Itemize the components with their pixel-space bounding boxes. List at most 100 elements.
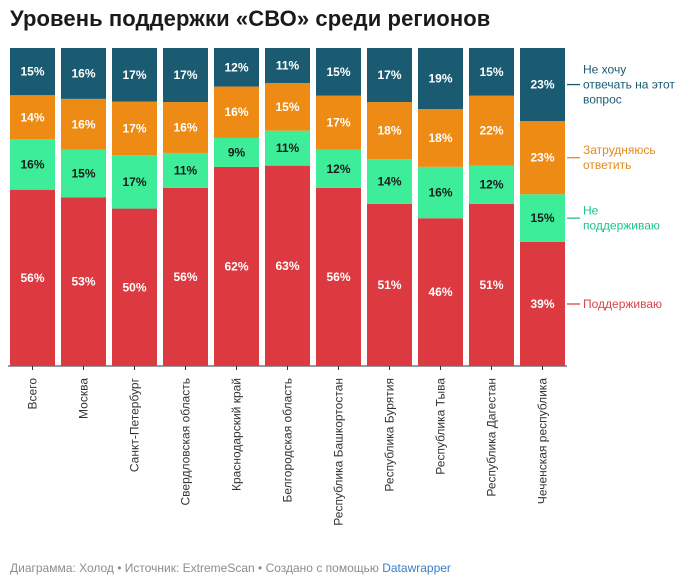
chart-title: Уровень поддержки «СВО» среди регионов (10, 6, 491, 31)
data-label-hesitate-10: 23% (530, 151, 554, 165)
bar-segment-hesitate-2 (112, 101, 157, 156)
bar-segment-not_support-2 (112, 155, 157, 209)
data-label-not_support-2: 17% (122, 175, 146, 189)
bar-segment-no_answer-0 (10, 48, 55, 96)
x-tick-label-8: Республика Тыва (434, 378, 448, 475)
data-label-hesitate-1: 16% (71, 117, 95, 131)
bar-segment-support-2 (112, 208, 157, 366)
legend-label-line: Затрудняюсь (583, 143, 656, 157)
x-tick-label-0: Всего (26, 378, 40, 410)
data-label-support-2: 50% (122, 280, 146, 294)
data-label-no_answer-4: 12% (224, 60, 248, 74)
legend-label-line: Не (583, 204, 599, 218)
data-label-hesitate-4: 16% (224, 105, 248, 119)
datawrapper-link[interactable]: Datawrapper (382, 561, 451, 575)
bar-segment-hesitate-8 (418, 109, 463, 167)
bar-segment-support-9 (469, 203, 514, 366)
data-label-hesitate-8: 18% (428, 131, 452, 145)
bar-segment-hesitate-1 (61, 98, 106, 150)
x-tick-label-7: Республика Бурятия (383, 378, 397, 492)
bar-segment-hesitate-10 (520, 121, 565, 195)
bar-segment-support-6 (316, 187, 361, 366)
bar-segment-no_answer-2 (112, 48, 157, 102)
data-label-no_answer-8: 19% (428, 72, 452, 86)
footer-credit: Диаграмма: Холод • Источник: ExtremeScan… (10, 561, 451, 575)
bar-segment-no_answer-7 (367, 48, 412, 103)
bar-segment-not_support-3 (163, 152, 208, 188)
data-label-not_support-3: 11% (174, 163, 198, 177)
data-label-hesitate-6: 17% (326, 116, 350, 130)
bar-segment-support-3 (163, 187, 208, 366)
data-label-no_answer-10: 23% (530, 78, 554, 92)
legend-label-line: отвечать на этот (583, 78, 675, 92)
data-label-not_support-10: 15% (530, 211, 554, 225)
legend-label-hesitate: Затрудняюсь ответить (583, 143, 656, 172)
data-label-support-9: 51% (479, 278, 503, 292)
legend-label-no_answer: Не хочу отвечать на этот вопрос (583, 63, 675, 107)
data-label-not_support-1: 15% (71, 167, 95, 181)
footer-text: Диаграмма: Холод • Источник: ExtremeScan… (10, 561, 383, 575)
x-tick-label-2: Санкт-Петербург (128, 377, 142, 472)
data-label-hesitate-0: 14% (20, 110, 44, 124)
data-label-no_answer-0: 15% (20, 65, 44, 79)
bar-segment-not_support-4 (214, 137, 259, 167)
data-label-hesitate-9: 22% (479, 124, 503, 138)
bar-segment-no_answer-5 (265, 48, 310, 83)
bar-segment-hesitate-7 (367, 102, 412, 160)
data-label-no_answer-5: 11% (276, 58, 300, 72)
data-label-support-1: 53% (71, 275, 95, 289)
bar-segment-not_support-5 (265, 130, 310, 166)
legend-label-line: Поддерживаю (583, 297, 662, 311)
data-label-support-6: 56% (326, 270, 350, 284)
legend-label-line: вопрос (583, 93, 622, 107)
bar-segment-support-1 (61, 197, 106, 366)
stacked-bar-chart: 56% 16% 14% 15% Всего 53% 15% 16% 16% Москва 50% 17… (8, 48, 675, 526)
data-label-no_answer-2: 17% (122, 68, 146, 82)
bar-segment-support-5 (265, 165, 310, 366)
legend-label-line: Не хочу (583, 63, 626, 77)
data-label-support-0: 56% (20, 271, 44, 285)
x-tick-label-6: Республика Башкортостан (332, 378, 346, 526)
bar-segment-no_answer-1 (61, 48, 106, 99)
legend-label-line: поддерживаю (583, 219, 660, 233)
bar-segment-hesitate-3 (163, 102, 208, 153)
data-label-support-10: 39% (530, 297, 554, 311)
bar-segment-no_answer-9 (469, 48, 514, 96)
data-label-not_support-4: 9% (228, 145, 246, 159)
data-label-hesitate-2: 17% (122, 121, 146, 135)
data-label-no_answer-6: 15% (326, 65, 350, 79)
bar-segment-hesitate-9 (469, 95, 514, 166)
data-label-not_support-5: 11% (276, 141, 300, 155)
bar-segment-hesitate-6 (316, 95, 361, 150)
data-label-hesitate-7: 18% (377, 124, 401, 138)
data-label-not_support-0: 16% (20, 157, 44, 171)
bar-segment-no_answer-4 (214, 48, 259, 87)
x-tick-label-3: Свердловская область (179, 378, 193, 505)
data-label-support-3: 56% (173, 270, 197, 284)
bar-segment-hesitate-5 (265, 82, 310, 131)
data-label-no_answer-9: 15% (479, 65, 503, 79)
data-label-hesitate-3: 16% (173, 121, 197, 135)
bar-segment-not_support-10 (520, 194, 565, 242)
bar-segment-no_answer-3 (163, 48, 208, 103)
bar-segment-support-7 (367, 203, 412, 366)
data-label-support-7: 51% (377, 278, 401, 292)
legend-label-support: Поддерживаю (583, 297, 662, 311)
data-label-hesitate-5: 15% (275, 100, 299, 114)
data-label-no_answer-3: 17% (173, 68, 197, 82)
bar-segment-not_support-6 (316, 149, 361, 188)
data-label-not_support-6: 12% (326, 162, 350, 176)
bar-segment-not_support-7 (367, 159, 412, 204)
bar-segment-support-0 (10, 189, 55, 366)
data-label-support-8: 46% (428, 285, 452, 299)
data-label-not_support-9: 12% (479, 178, 503, 192)
x-tick-label-4: Краснодарский край (230, 378, 244, 491)
bar-segment-no_answer-6 (316, 48, 361, 96)
bar-segment-not_support-9 (469, 165, 514, 204)
bar-segment-no_answer-8 (418, 48, 463, 110)
data-label-no_answer-1: 16% (71, 66, 95, 80)
x-tick-label-9: Республика Дагестан (485, 378, 499, 497)
bar-segment-not_support-1 (61, 149, 106, 198)
legend-label-not_support: Не поддерживаю (583, 204, 660, 233)
x-tick-label-5: Белгородская область (281, 378, 295, 502)
